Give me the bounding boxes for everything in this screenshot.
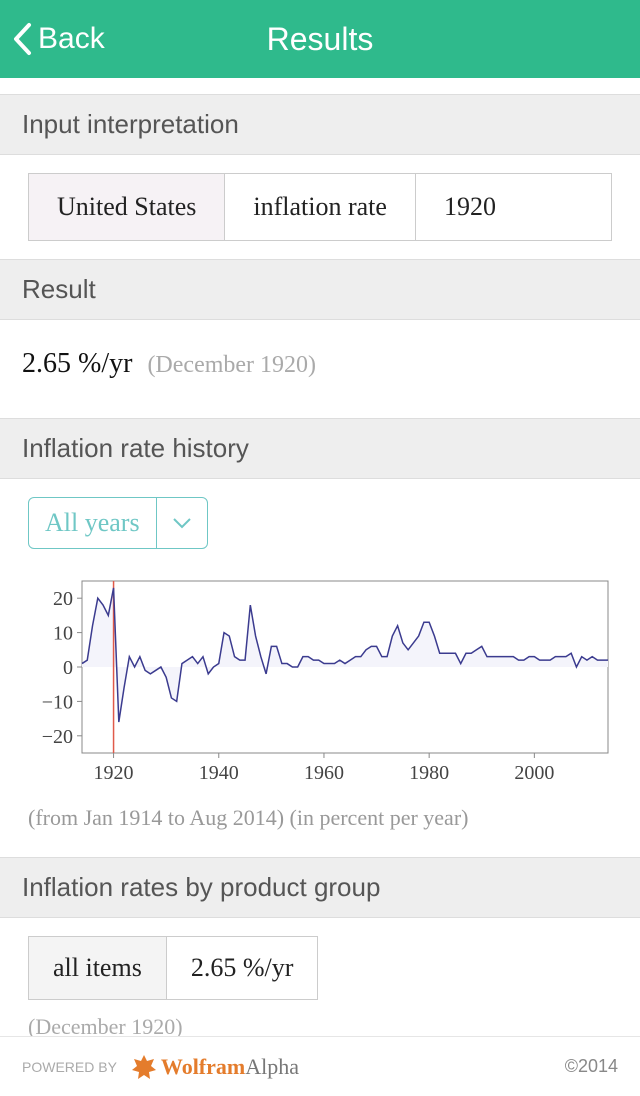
section-input-interpretation: Input interpretation <box>0 94 640 155</box>
footer: POWERED BY WolframAlpha ©2014 <box>0 1036 640 1096</box>
result-value: 2.65 %/yr <box>22 348 132 379</box>
input-cell-year: 1920 <box>416 174 524 240</box>
svg-text:1920: 1920 <box>94 762 134 784</box>
svg-text:1940: 1940 <box>199 762 239 784</box>
chart-caption: (from Jan 1914 to Aug 2014) (in percent … <box>0 795 640 847</box>
svg-text:−20: −20 <box>42 726 73 748</box>
section-history: Inflation rate history <box>0 418 640 479</box>
result-note: (December 1920) <box>147 352 316 378</box>
input-cell-metric: inflation rate <box>225 174 416 240</box>
chevron-left-icon <box>12 22 32 56</box>
inflation-chart: −20 −10 0 10 20 1920 1940 1960 1980 2000 <box>28 577 612 787</box>
dropdown-arrow <box>156 498 207 548</box>
chart-container: −20 −10 0 10 20 1920 1940 1960 1980 2000 <box>0 557 640 795</box>
input-interpretation-row: United States inflation rate 1920 <box>28 173 612 241</box>
svg-text:1980: 1980 <box>409 762 449 784</box>
wolfram-logo[interactable]: WolframAlpha <box>123 1054 299 1080</box>
years-dropdown[interactable]: All years <box>28 497 208 549</box>
product-group-label: all items <box>29 937 167 999</box>
dropdown-label: All years <box>29 498 156 548</box>
brand-alpha: Alpha <box>245 1054 299 1079</box>
header: Back Results <box>0 0 640 78</box>
section-result: Result <box>0 259 640 320</box>
copyright: ©2014 <box>565 1056 618 1077</box>
powered-by-label: POWERED BY <box>22 1059 117 1075</box>
back-label: Back <box>38 22 105 56</box>
svg-text:10: 10 <box>53 623 73 645</box>
chevron-down-icon <box>171 516 193 530</box>
wolfram-spikey-icon <box>131 1054 157 1080</box>
page-title: Results <box>267 21 374 58</box>
input-cell-country: United States <box>29 174 225 240</box>
svg-text:0: 0 <box>63 657 73 679</box>
svg-text:2000: 2000 <box>514 762 554 784</box>
result-row: 2.65 %/yr (December 1920) <box>0 320 640 408</box>
brand-wolfram: Wolfram <box>161 1054 245 1079</box>
section-by-group: Inflation rates by product group <box>0 857 640 918</box>
product-group-value: 2.65 %/yr <box>167 937 318 999</box>
back-button[interactable]: Back <box>12 22 105 56</box>
svg-text:−10: −10 <box>42 691 73 713</box>
svg-text:1960: 1960 <box>304 762 344 784</box>
product-group-row: all items 2.65 %/yr <box>28 936 318 1000</box>
svg-text:20: 20 <box>53 588 73 610</box>
